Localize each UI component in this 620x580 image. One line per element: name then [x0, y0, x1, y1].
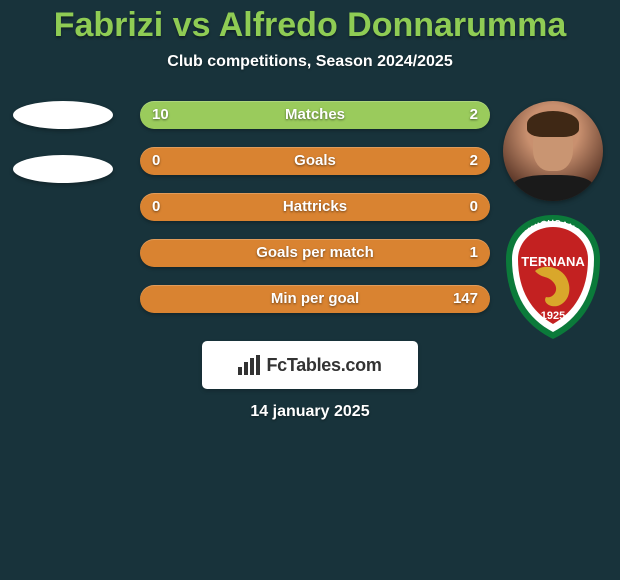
- stat-bar: 0Goals2: [140, 147, 490, 175]
- club-badge-svg: UNICUSANO TERNANA 1925: [502, 213, 604, 341]
- badge-main-text: TERNANA: [521, 254, 585, 269]
- stat-bar: 10Matches2: [140, 101, 490, 129]
- page-title: Fabrizi vs Alfredo Donnarumma: [0, 0, 620, 45]
- avatar-hair: [527, 111, 579, 137]
- bar-chart-icon: [238, 355, 260, 375]
- stat-right-value: 1: [470, 239, 478, 267]
- date-line: 14 january 2025: [0, 403, 620, 421]
- stat-label: Matches: [140, 101, 490, 129]
- left-player-column: [8, 101, 118, 209]
- brand-text: FcTables.com: [266, 355, 381, 376]
- stat-bar: 0Hattricks0: [140, 193, 490, 221]
- brand-box: FcTables.com: [202, 341, 418, 389]
- stat-right-value: 2: [470, 101, 478, 129]
- avatar-jersey: [513, 175, 593, 201]
- badge-year: 1925: [541, 310, 565, 322]
- subtitle: Club competitions, Season 2024/2025: [0, 53, 620, 71]
- content-area: UNICUSANO TERNANA 1925 10Matches20Goals2…: [0, 101, 620, 313]
- stat-label: Min per goal: [140, 285, 490, 313]
- stat-right-value: 2: [470, 147, 478, 175]
- club-badge: UNICUSANO TERNANA 1925: [502, 213, 604, 341]
- left-player-avatar-placeholder-1: [13, 101, 113, 129]
- stat-label: Goals per match: [140, 239, 490, 267]
- stat-bar: Goals per match1: [140, 239, 490, 267]
- comparison-infographic: Fabrizi vs Alfredo Donnarumma Club compe…: [0, 0, 620, 580]
- stat-right-value: 0: [470, 193, 478, 221]
- left-player-avatar-placeholder-2: [13, 155, 113, 183]
- stat-bars: 10Matches20Goals20Hattricks0Goals per ma…: [140, 101, 490, 313]
- stat-label: Hattricks: [140, 193, 490, 221]
- stat-right-value: 147: [453, 285, 478, 313]
- stat-bar: Min per goal147: [140, 285, 490, 313]
- right-player-column: UNICUSANO TERNANA 1925: [498, 101, 608, 341]
- right-player-avatar: [503, 101, 603, 201]
- stat-label: Goals: [140, 147, 490, 175]
